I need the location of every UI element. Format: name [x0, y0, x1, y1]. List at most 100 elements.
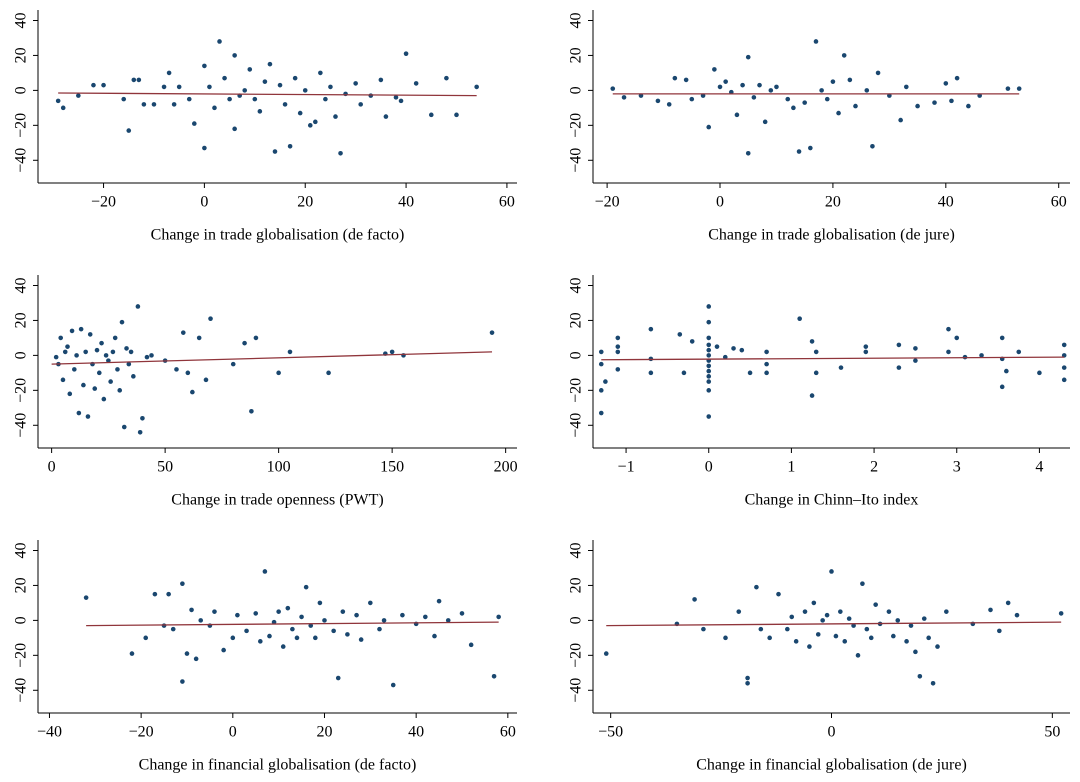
point: [244, 628, 249, 634]
y-tick-label: −20: [13, 113, 30, 138]
point: [954, 75, 960, 81]
point: [764, 370, 769, 376]
point: [873, 602, 878, 607]
point: [331, 628, 336, 634]
x-tick-label: −1: [618, 459, 635, 476]
point: [99, 340, 104, 346]
point: [745, 680, 750, 686]
point: [87, 332, 93, 337]
point: [774, 84, 779, 90]
point: [615, 367, 621, 372]
point: [170, 626, 176, 632]
point: [285, 605, 291, 611]
point: [307, 123, 313, 128]
point: [648, 370, 654, 376]
point: [868, 635, 874, 641]
point: [389, 349, 395, 355]
x-tick-label: 60: [1051, 194, 1067, 211]
point: [946, 326, 951, 332]
point: [672, 75, 678, 81]
point: [598, 349, 604, 355]
x-tick-label: −40: [37, 724, 62, 741]
point: [62, 349, 68, 355]
point: [802, 609, 808, 614]
point: [734, 112, 740, 118]
point: [820, 618, 825, 623]
point: [318, 70, 323, 76]
point: [65, 344, 70, 349]
point: [69, 328, 75, 334]
point: [855, 653, 861, 658]
point: [232, 53, 237, 58]
point: [736, 609, 742, 614]
x-tick-label: 50: [157, 459, 173, 476]
y-tick-label: 0: [13, 616, 30, 624]
point: [184, 651, 190, 656]
x-tick-label: −20: [91, 194, 116, 211]
point: [886, 609, 892, 614]
point: [136, 77, 142, 83]
point: [706, 414, 712, 419]
point: [1016, 349, 1022, 355]
point: [180, 330, 186, 335]
point: [915, 103, 920, 109]
y-tick-label: 0: [13, 351, 30, 359]
point: [92, 386, 98, 391]
point: [74, 353, 79, 358]
point: [129, 651, 135, 656]
point: [776, 591, 781, 597]
point: [444, 75, 449, 81]
point: [221, 647, 226, 653]
y-tick-label: −40: [568, 148, 585, 173]
x-tick-label: −20: [595, 194, 620, 211]
point: [459, 611, 465, 616]
point: [896, 365, 902, 370]
point: [836, 110, 841, 116]
x-tick-label: 20: [825, 194, 841, 211]
point: [432, 633, 437, 639]
point: [813, 349, 819, 355]
point: [706, 304, 712, 309]
point: [198, 618, 204, 623]
point: [723, 635, 728, 641]
y-tick-label: 20: [13, 47, 30, 63]
point: [143, 635, 149, 641]
point: [621, 95, 627, 100]
point: [271, 619, 277, 625]
point: [276, 370, 281, 376]
point: [706, 379, 712, 384]
point: [161, 84, 167, 90]
point: [706, 374, 712, 379]
point: [979, 353, 984, 358]
point: [997, 628, 1002, 634]
point: [235, 612, 240, 618]
point: [943, 81, 949, 86]
point: [706, 124, 712, 130]
y-tick-label: 20: [568, 577, 585, 593]
point: [819, 88, 824, 93]
point: [297, 110, 303, 116]
point: [58, 335, 64, 341]
x-tick-label: 4: [1035, 459, 1043, 476]
point: [302, 88, 308, 93]
fit-line: [58, 92, 477, 97]
point: [891, 633, 896, 639]
point: [126, 128, 132, 133]
point: [1005, 600, 1011, 606]
y-tick-label: 20: [568, 312, 585, 328]
x-tick-label: 0: [828, 724, 836, 741]
point: [615, 335, 621, 341]
point: [149, 353, 154, 358]
point: [864, 88, 870, 93]
point: [754, 584, 759, 590]
point: [383, 114, 389, 119]
point: [1004, 368, 1009, 374]
point: [267, 61, 273, 67]
x-tick-label: 200: [494, 459, 518, 476]
point: [813, 39, 819, 44]
point: [706, 319, 712, 325]
point: [189, 607, 194, 613]
point: [262, 79, 268, 84]
point: [949, 98, 954, 104]
point: [207, 84, 212, 90]
